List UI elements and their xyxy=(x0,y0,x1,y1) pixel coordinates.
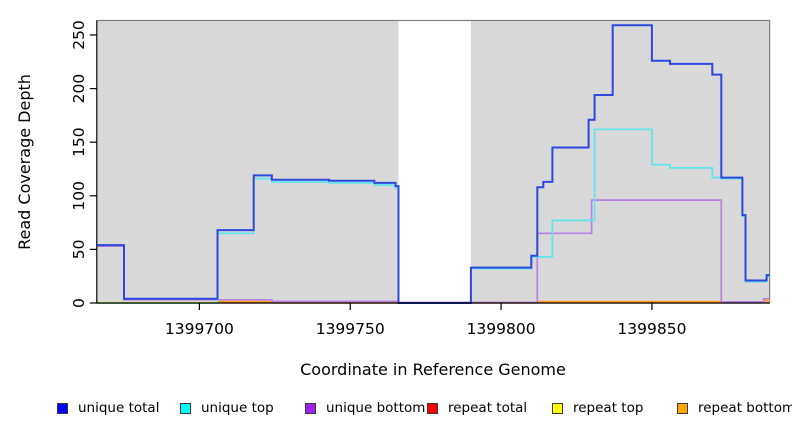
legend-swatch-repeat-total-icon xyxy=(427,402,438,414)
y-axis-label: Read Coverage Depth xyxy=(15,74,34,250)
legend-label-unique-top: unique top xyxy=(201,400,274,416)
shaded-region xyxy=(470,20,770,303)
legend-item-repeat-top: repeat top xyxy=(552,399,643,417)
legend-label-repeat-total: repeat total xyxy=(448,400,528,416)
legend-item-unique-bottom: unique bottom xyxy=(305,399,425,417)
y-tick-label: 0 xyxy=(70,298,88,308)
y-tick-label: 50 xyxy=(70,240,88,260)
legend-label-unique-bottom: unique bottom xyxy=(326,400,426,416)
x-tick-label: 1399750 xyxy=(316,320,385,338)
x-tick-label: 1399850 xyxy=(617,320,686,338)
legend-swatch-repeat-bottom-icon xyxy=(677,402,688,414)
legend-swatch-unique-bottom-icon xyxy=(305,402,316,414)
legend-item-unique-top: unique top xyxy=(180,399,274,417)
legend-label-unique-total: unique total xyxy=(78,400,160,416)
x-tick-label: 1399700 xyxy=(165,320,234,338)
x-axis-label: Coordinate in Reference Genome xyxy=(300,360,566,379)
series-unique-total xyxy=(96,24,770,304)
y-tick-label: 200 xyxy=(70,74,88,104)
chart-canvas: 1399700 1399750 1399800 1399850 0 50 100 150 200… xyxy=(15,19,771,379)
y-tick-label: 100 xyxy=(70,181,88,211)
legend-swatch-unique-total-icon xyxy=(57,402,68,414)
shaded-region xyxy=(96,20,399,303)
legend-swatch-repeat-top-icon xyxy=(552,402,563,414)
y-tick-label: 150 xyxy=(70,127,88,157)
legend-item-repeat-total: repeat total xyxy=(427,399,527,417)
legend-item-repeat-bottom: repeat bottom xyxy=(677,399,792,417)
legend-swatch-unique-top-icon xyxy=(180,402,191,414)
x-tick-label: 1399800 xyxy=(467,320,536,338)
y-tick-label: 250 xyxy=(70,20,88,50)
chart-legend: unique total unique top unique bottom re… xyxy=(0,399,792,421)
legend-label-repeat-bottom: repeat bottom xyxy=(698,400,792,416)
legend-item-unique-total: unique total xyxy=(57,399,159,417)
legend-label-repeat-top: repeat top xyxy=(573,400,644,416)
